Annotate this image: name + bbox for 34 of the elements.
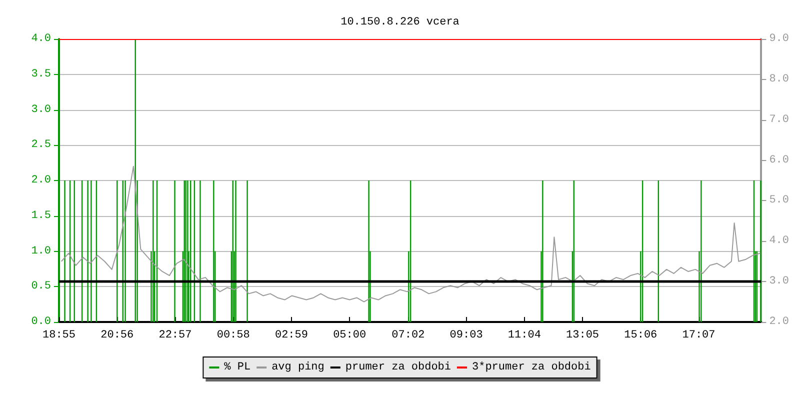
y-tick-label: 3.5 — [31, 68, 51, 80]
legend-label: avg ping — [272, 362, 324, 374]
x-tick-label: 09:03 — [450, 330, 483, 342]
x-tick-label: 15:06 — [624, 330, 658, 342]
y-tick-label: 3.0 — [31, 104, 51, 116]
y2-tick-label: 6.0 — [769, 154, 790, 166]
x-tick-label: 13:05 — [566, 330, 600, 342]
x-tick-label: 05:00 — [333, 330, 366, 342]
y-tick-label: 1.5 — [31, 210, 51, 222]
x-tick-label: 11:04 — [508, 330, 542, 342]
y2-tick-label: 2.0 — [769, 316, 790, 328]
y2-tick-label: 3.0 — [769, 276, 790, 288]
y2-tick-label: 9.0 — [769, 33, 790, 45]
y-tick-label: 1.0 — [31, 245, 51, 258]
legend-label: 3*prumer za obdobi — [472, 362, 592, 374]
y-tick-label: 2.0 — [31, 174, 51, 186]
x-tick-label: 18:55 — [42, 330, 76, 342]
x-tick-label: 22:57 — [158, 330, 192, 342]
y-tick-label: 0.0 — [31, 316, 51, 328]
y2-tick-label: 5.0 — [769, 194, 790, 207]
x-tick-label: 20:56 — [100, 330, 134, 342]
x-tick-label: 02:59 — [274, 330, 308, 342]
x-tick-label: 00:58 — [216, 330, 250, 342]
x-tick-label: 17:07 — [682, 330, 716, 342]
y2-tick-label: 8.0 — [769, 73, 790, 86]
y-tick-label: 4.0 — [31, 33, 51, 45]
y-tick-label: 2.5 — [31, 139, 51, 152]
y2-tick-label: 7.0 — [769, 114, 790, 126]
chart-title: 10.150.8.226 vcera — [340, 16, 460, 28]
y-tick-label: 0.5 — [31, 280, 51, 293]
x-tick-label: 07:02 — [392, 330, 425, 342]
legend-label: % PL — [224, 362, 251, 374]
y2-tick-label: 4.0 — [769, 235, 790, 248]
legend-label: prumer za obdobi — [345, 362, 452, 374]
